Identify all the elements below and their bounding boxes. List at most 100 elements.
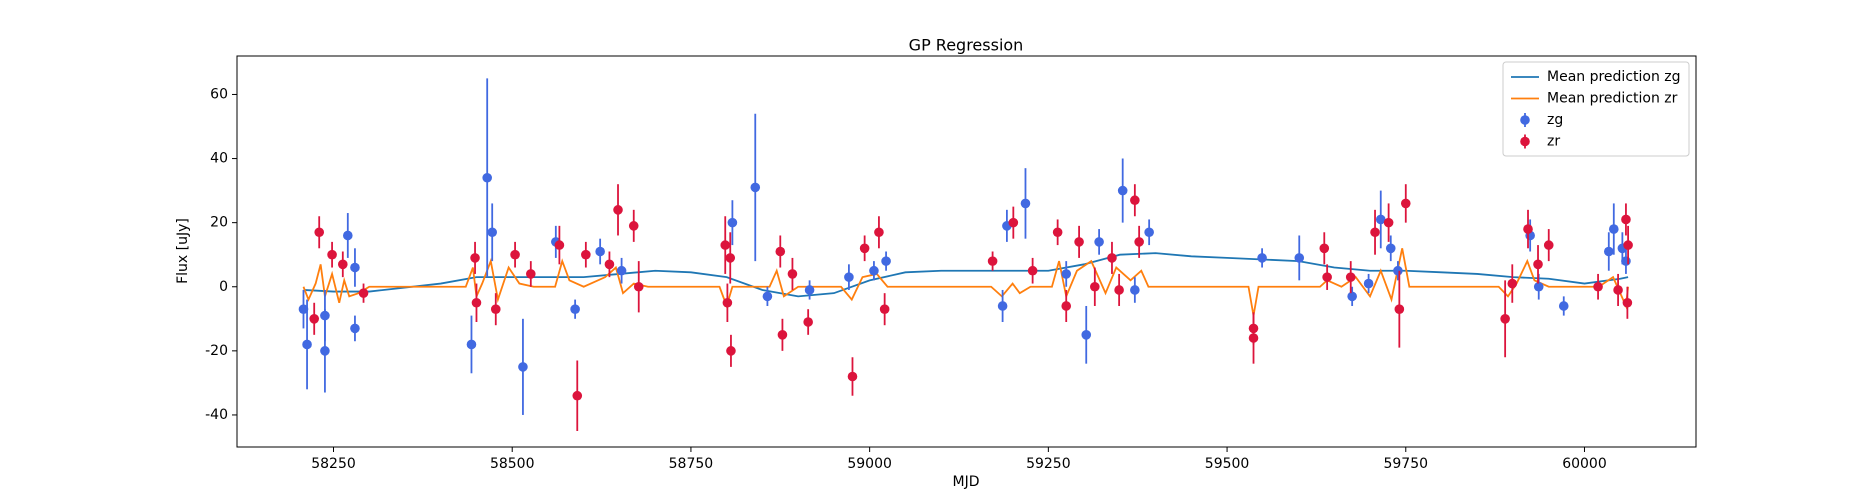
data-point (350, 262, 360, 273)
data-point (350, 323, 360, 334)
data-point (1257, 253, 1267, 263)
data-point (775, 246, 786, 257)
data-point (750, 182, 761, 193)
legend-swatch (1520, 136, 1530, 147)
data-point (1144, 227, 1154, 238)
data-point (337, 259, 348, 270)
y-tick-label: 40 (210, 151, 228, 167)
data-point (1603, 246, 1614, 257)
data-point (1608, 224, 1619, 234)
data-point (510, 249, 520, 260)
data-point (358, 288, 369, 298)
data-point (470, 253, 480, 263)
data-point (987, 256, 998, 266)
x-tick-label: 59500 (1205, 456, 1250, 472)
data-point (879, 304, 890, 314)
data-point (1621, 214, 1631, 225)
data-point (595, 246, 605, 257)
data-point (1523, 224, 1533, 234)
data-point (1394, 304, 1405, 314)
data-point (1621, 256, 1631, 266)
data-point (1558, 301, 1569, 311)
legend-swatch (1520, 115, 1530, 125)
data-point (616, 265, 627, 276)
data-point (487, 227, 497, 238)
data-point (1363, 278, 1374, 289)
mean-line (303, 252, 1629, 298)
y-tick-label: 20 (210, 215, 228, 231)
data-point (859, 243, 870, 254)
data-point (526, 269, 536, 279)
data-point (1623, 240, 1633, 250)
data-point (1114, 285, 1124, 295)
data-point (298, 304, 309, 314)
data-point (1130, 195, 1140, 206)
data-point (1248, 333, 1259, 343)
data-point (727, 217, 738, 228)
data-point (777, 330, 788, 340)
data-point (803, 317, 813, 327)
x-tick-label: 59000 (847, 456, 892, 472)
data-point (762, 291, 773, 302)
x-tick-label: 58750 (669, 456, 714, 472)
data-point (314, 227, 325, 238)
legend-box (1502, 61, 1690, 157)
legend-label: Mean prediction zg (1547, 69, 1681, 85)
data-point (1370, 227, 1380, 238)
data-point (1533, 281, 1544, 292)
y-tick-label: 0 (219, 279, 228, 295)
data-point (869, 265, 879, 276)
data-point (1533, 259, 1543, 270)
data-point (1107, 253, 1117, 263)
data-point (309, 314, 320, 324)
data-point (1061, 301, 1072, 311)
data-point (847, 371, 858, 382)
data-point (302, 339, 312, 350)
data-point (881, 256, 891, 266)
data-point (554, 240, 565, 250)
data-point (1385, 243, 1396, 254)
data-point (1117, 185, 1128, 196)
data-point (327, 249, 337, 260)
data-point (1008, 217, 1019, 228)
data-point (804, 285, 815, 295)
y-tick-label: 60 (210, 86, 228, 102)
data-point (570, 304, 580, 314)
data-point (1094, 237, 1104, 247)
data-point (1622, 297, 1633, 308)
data-point (604, 259, 615, 270)
data-point (518, 362, 528, 372)
data-point (1375, 214, 1386, 225)
data-point (320, 346, 330, 356)
data-point (482, 172, 492, 183)
data-point (1507, 278, 1518, 289)
plot-area (298, 78, 1633, 431)
data-point (1383, 217, 1394, 228)
chart-title: GP Regression (909, 36, 1024, 55)
x-tick-label: 60000 (1562, 456, 1607, 472)
data-point (997, 301, 1008, 311)
data-point (1074, 237, 1084, 247)
legend-label: Mean prediction zr (1547, 91, 1678, 107)
legend-label: zr (1547, 134, 1560, 150)
axes-frame (236, 55, 1697, 448)
data-point (613, 205, 623, 215)
data-point (490, 304, 501, 314)
data-point (874, 227, 884, 238)
data-point (1061, 269, 1072, 279)
data-point (1319, 243, 1330, 254)
y-tick-label: -40 (205, 407, 228, 423)
data-point (720, 240, 731, 250)
data-point (1081, 330, 1092, 340)
data-point (722, 297, 733, 308)
data-point (1134, 237, 1144, 247)
x-tick-label: 59750 (1383, 456, 1428, 472)
x-tick-label: 58500 (490, 456, 535, 472)
data-point (1322, 272, 1332, 282)
data-point (1345, 272, 1356, 282)
y-axis-label: Flux [uJy] (175, 218, 191, 284)
legend: Mean prediction zg Mean prediction zr zg zr (1502, 61, 1690, 157)
data-point (725, 253, 736, 263)
